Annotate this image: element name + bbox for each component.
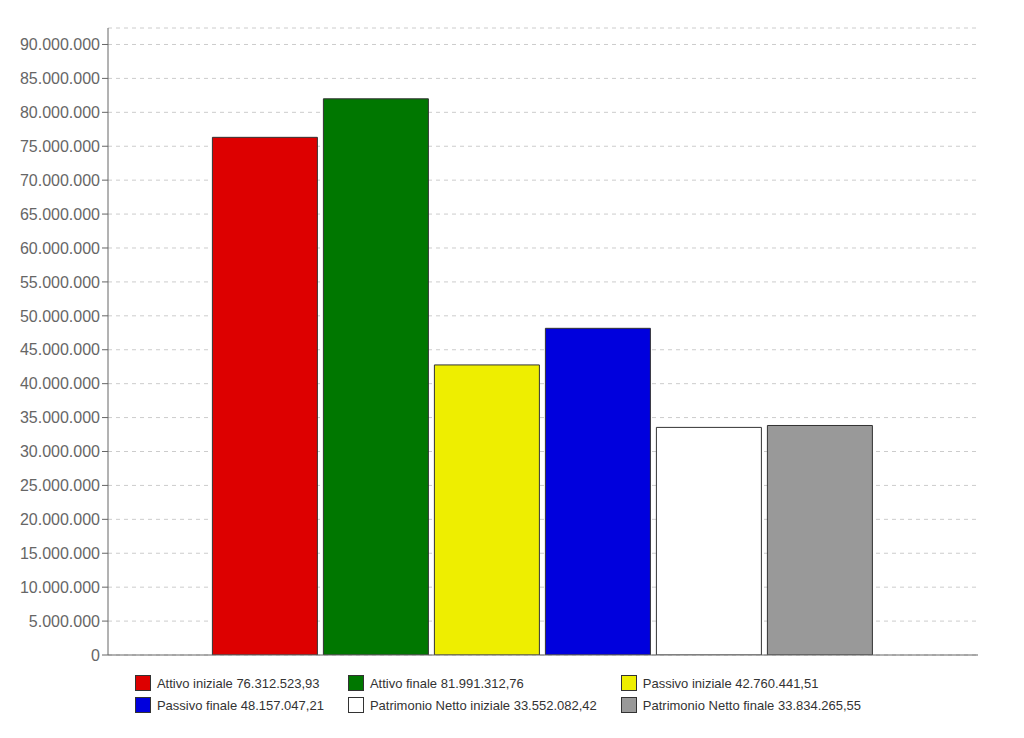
- svg-text:15.000.000: 15.000.000: [20, 545, 100, 562]
- svg-text:55.000.000: 55.000.000: [20, 274, 100, 291]
- svg-text:5.000.000: 5.000.000: [29, 613, 100, 630]
- html-text:Patrimonio Netto iniziale 33.5: Patrimonio Netto iniziale 33.552.082,42: [369, 697, 597, 713]
- svg-text:75.000.000: 75.000.000: [20, 138, 100, 155]
- svg-text:20.000.000: 20.000.000: [20, 511, 100, 528]
- svg-text:30.000.000: 30.000.000: [20, 443, 100, 460]
- svg-text:60.000.000: 60.000.000: [20, 240, 100, 257]
- html-text:Passivo iniziale 42.760.441,51: Passivo iniziale 42.760.441,51: [642, 675, 819, 691]
- html-text:Attivo iniziale 76.312.523,93: Attivo iniziale 76.312.523,93: [156, 675, 320, 691]
- html-text:Attivo finale 81.991.312,76: Attivo finale 81.991.312,76: [369, 675, 524, 691]
- svg-text:25.000.000: 25.000.000: [20, 477, 100, 494]
- svg-text:0: 0: [91, 647, 100, 664]
- svg-text:65.000.000: 65.000.000: [20, 206, 100, 223]
- svg-text:70.000.000: 70.000.000: [20, 172, 100, 189]
- html-text:Passivo finale 48.157.047,21: Passivo finale 48.157.047,21: [156, 697, 324, 713]
- svg-text:85.000.000: 85.000.000: [20, 70, 100, 87]
- svg-text:50.000.000: 50.000.000: [20, 308, 100, 325]
- svg-text:80.000.000: 80.000.000: [20, 104, 100, 121]
- svg-text:45.000.000: 45.000.000: [20, 341, 100, 358]
- svg-text:10.000.000: 10.000.000: [20, 579, 100, 596]
- svg-text:35.000.000: 35.000.000: [20, 409, 100, 426]
- svg-text:40.000.000: 40.000.000: [20, 375, 100, 392]
- html-text:Patrimonio Netto finale 33.834: Patrimonio Netto finale 33.834.265,55: [642, 697, 862, 713]
- svg-text:90.000.000: 90.000.000: [20, 36, 100, 53]
